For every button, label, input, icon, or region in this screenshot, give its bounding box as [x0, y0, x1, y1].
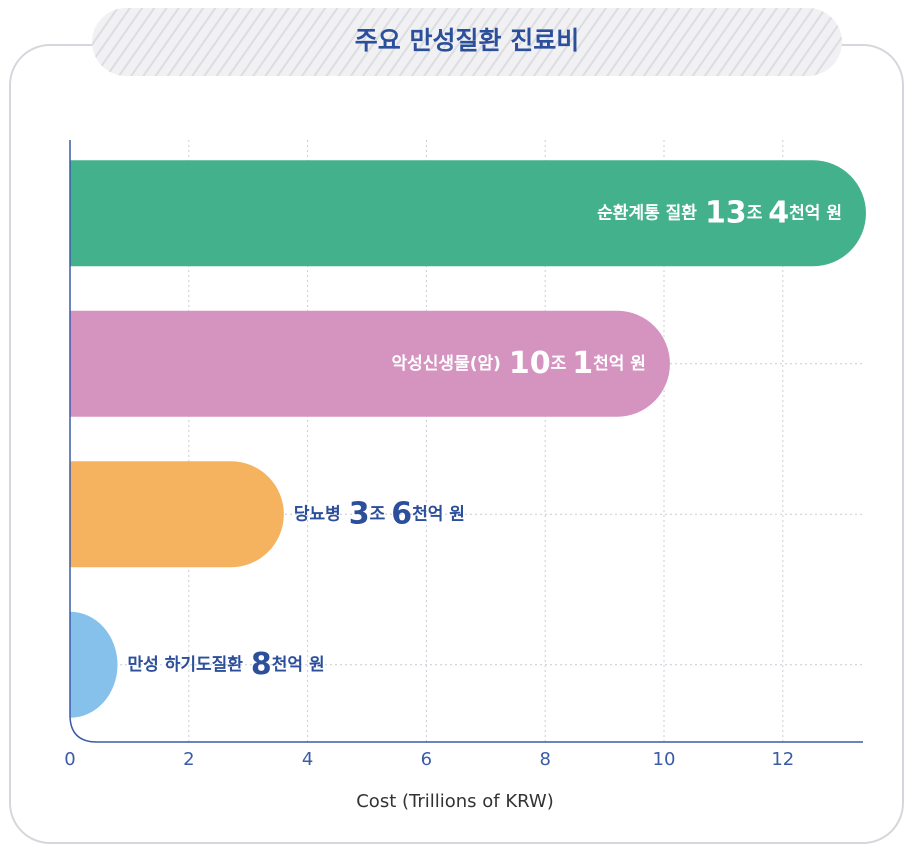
x-tick-label: 0	[64, 749, 75, 770]
value-number: 13	[705, 195, 747, 230]
x-tick-label: 6	[421, 749, 432, 770]
value-label: 8천억 원	[251, 646, 325, 681]
title-pill	[92, 8, 842, 76]
chart-title: 주요 만성질환 진료비	[355, 26, 579, 55]
value-unit: 조	[370, 504, 392, 524]
category-label: 순환계통 질환	[597, 202, 697, 223]
x-tick-label: 8	[539, 749, 550, 770]
bar	[70, 611, 118, 718]
value-number: 10	[509, 345, 551, 380]
value-unit: 조	[551, 354, 573, 374]
value-unit: 천억 원	[412, 504, 465, 524]
category-label: 당뇨병	[294, 504, 341, 524]
axis	[69, 140, 863, 743]
x-tick-label: 2	[183, 749, 194, 770]
data-label: 악성신생물(암) 10조 1천억 원	[392, 345, 646, 380]
x-tick-label: 12	[771, 749, 794, 770]
bar	[70, 160, 866, 267]
value-unit: 천억 원	[593, 354, 646, 374]
value-number: 3	[349, 496, 370, 531]
value-label: 10조 1천억 원	[509, 345, 646, 380]
value-unit: 천억 원	[789, 203, 842, 223]
data-label: 당뇨병 3조 6천억 원	[294, 496, 465, 531]
category-label: 악성신생물(암)	[392, 354, 501, 374]
data-label: 순환계통 질환 13조 4천억 원	[597, 195, 842, 230]
category-label: 만성 하기도질환	[128, 654, 244, 675]
value-number: 4	[768, 195, 789, 230]
bar	[70, 310, 670, 417]
x-axis-label: Cost (Trillions of KRW)	[356, 791, 554, 812]
value-unit: 조	[747, 203, 769, 223]
value-unit: 천억 원	[272, 655, 325, 675]
data-label: 만성 하기도질환 8천억 원	[128, 646, 325, 681]
value-number: 6	[391, 496, 412, 531]
value-label: 3조 6천억 원	[349, 496, 465, 531]
value-number: 1	[572, 345, 593, 380]
value-number: 8	[251, 646, 272, 681]
value-label: 13조 4천억 원	[705, 195, 842, 230]
bar	[70, 461, 284, 568]
x-tick-label: 10	[653, 749, 676, 770]
x-tick-label: 4	[302, 749, 313, 770]
